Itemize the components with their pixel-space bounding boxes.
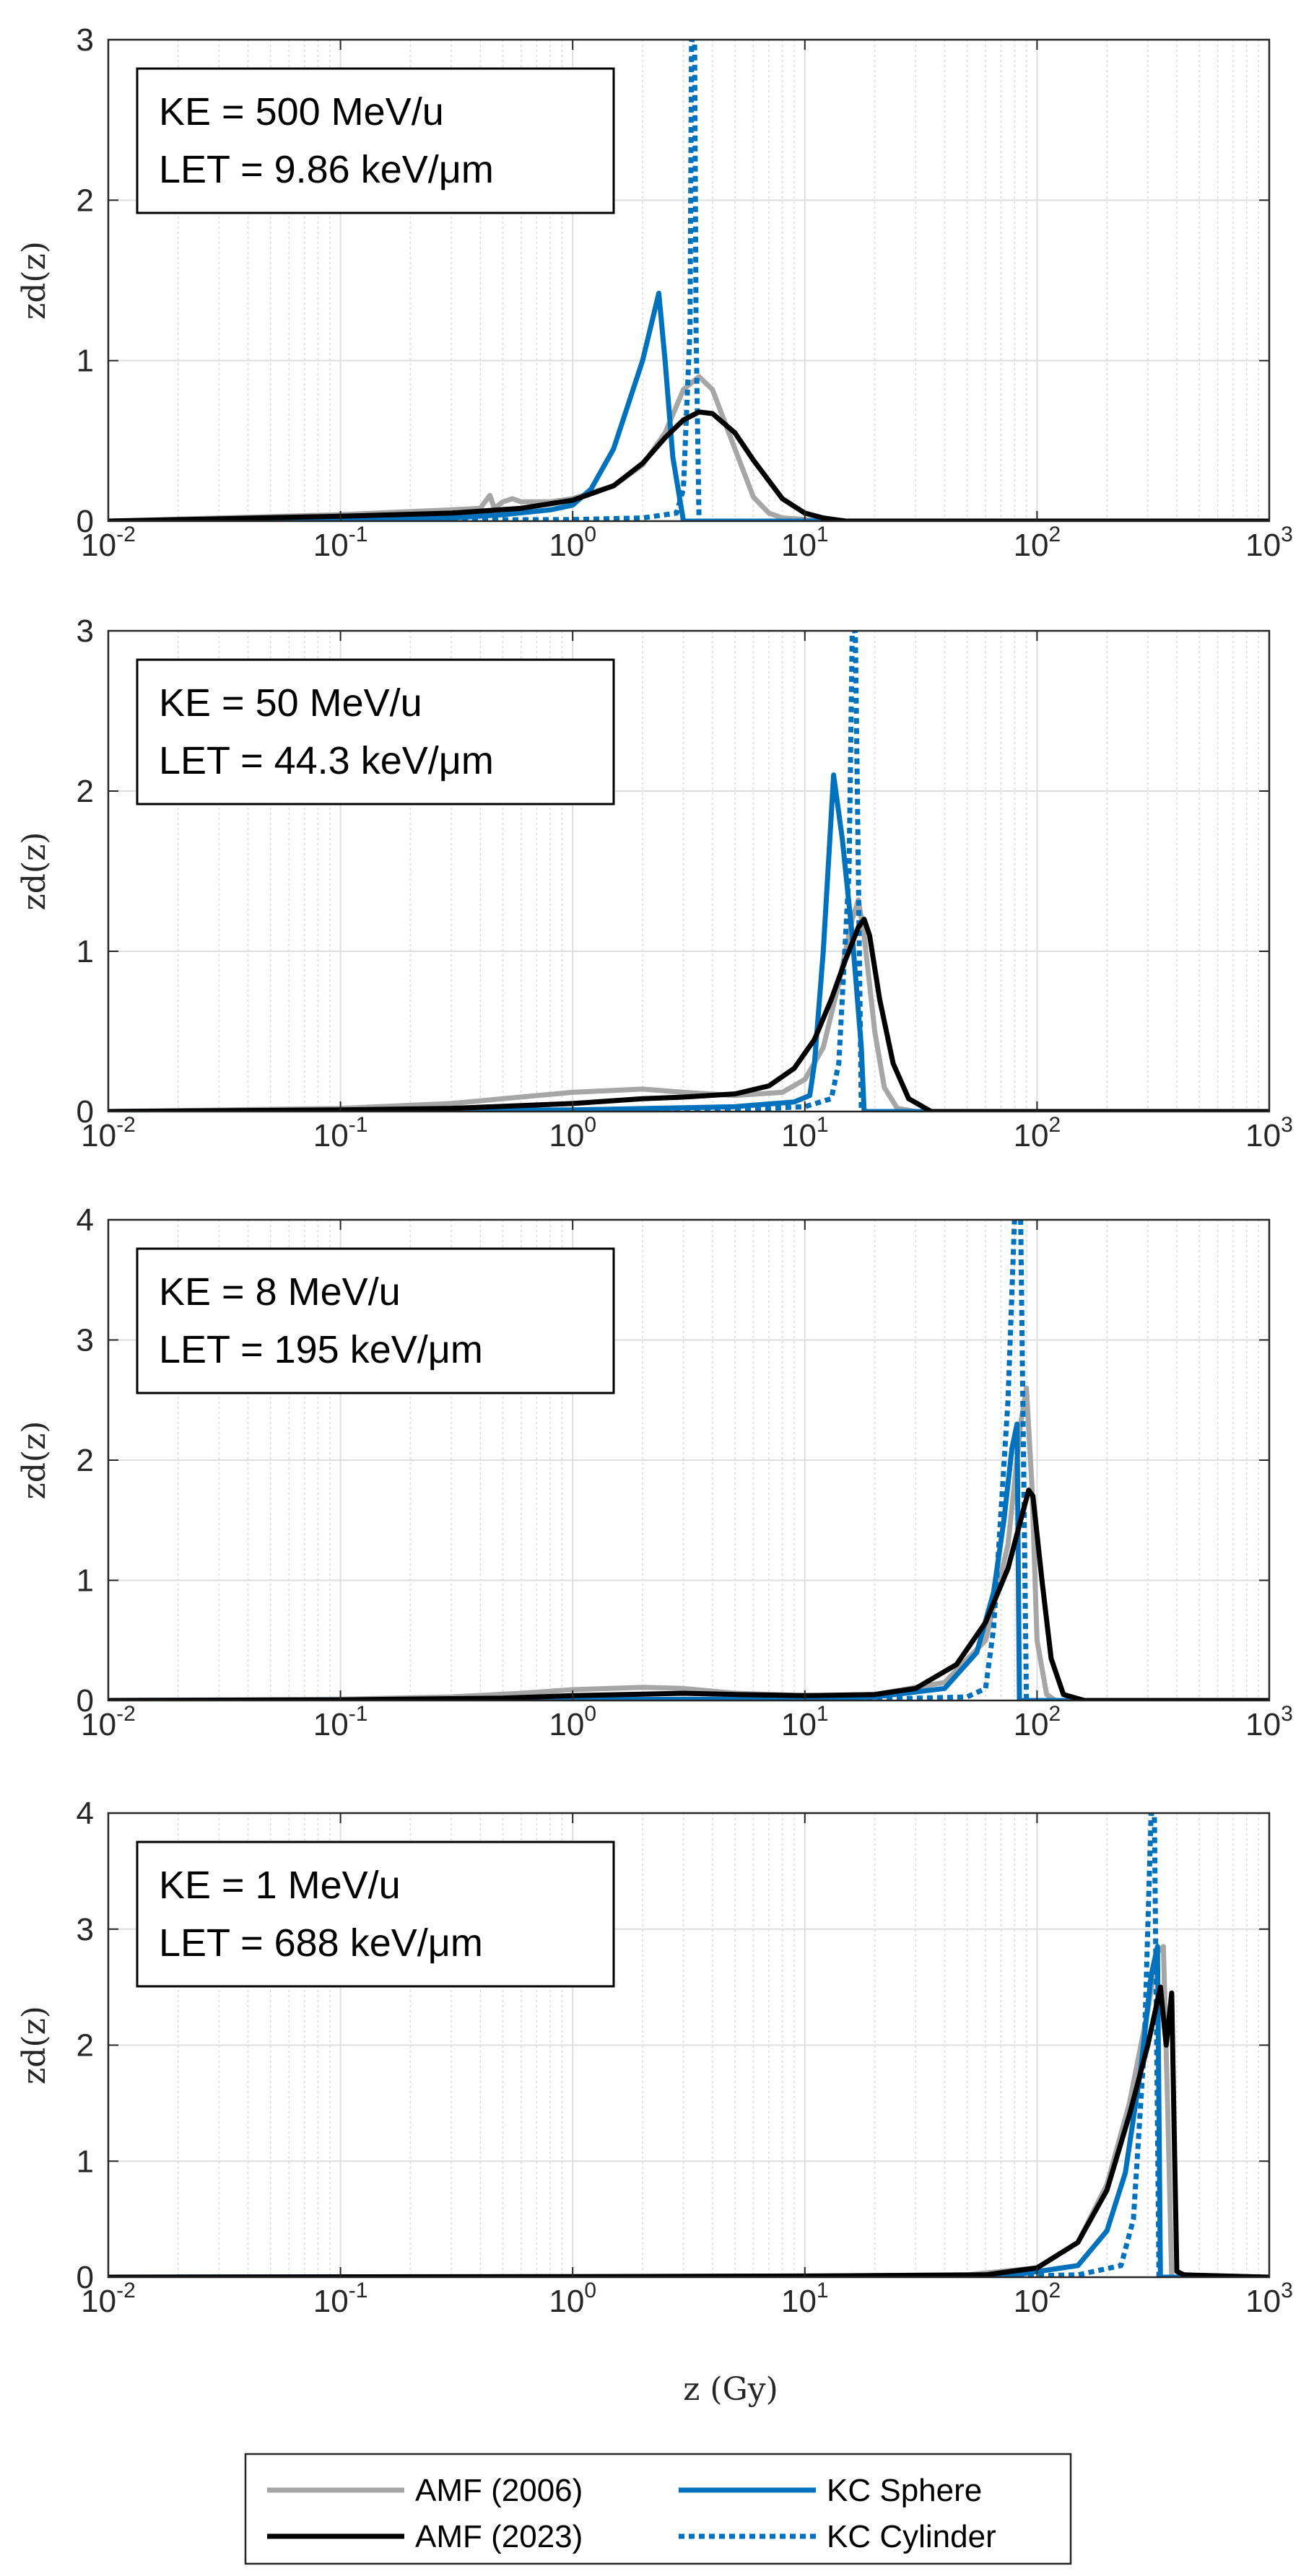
y-axis: 0 1 2 3 4 — [77, 1796, 1269, 2295]
panel-3: 10-2 10-1 100 101 102 103 0 1 2 3 4 zd(z) KE = 8 MeV… — [16, 1202, 1293, 1742]
x-axis: 10-2 10-1 100 101 102 103 — [81, 40, 1293, 563]
y-tick-label: 2 — [77, 774, 94, 809]
series-group — [108, 1813, 1269, 2277]
series-line-amf-2023 — [108, 1984, 1269, 2277]
series-line-amf-2023 — [108, 409, 1269, 521]
series-line-amf-2023 — [108, 917, 1269, 1112]
axes-box — [107, 629, 1271, 1113]
series-line-kc-cylinder — [108, 1220, 1269, 1700]
panel-4: 10-2 10-1 100 101 102 103 0 1 2 3 4 zd(z) KE = 1 MeV… — [16, 1796, 1293, 2319]
legend-label: KC Sphere — [827, 2473, 982, 2508]
y-axis: 0 1 2 3 — [77, 614, 1269, 1130]
x-tick-label: 100 — [549, 523, 596, 563]
annotation-box — [136, 1247, 615, 1394]
annotation: KE = 8 MeV/u LET = 195 keV/μm — [136, 1247, 615, 1394]
y-tick-label: 1 — [77, 934, 94, 969]
x-tick-label: 101 — [781, 1702, 829, 1742]
panel-2: 10-2 10-1 100 101 102 103 0 1 2 3 zd(z) KE = 50 MeV… — [16, 614, 1293, 1153]
legend-label: AMF (2023) — [415, 2519, 583, 2554]
y-tick-label: 2 — [77, 183, 94, 218]
y-axis-label: zd(z) — [16, 832, 53, 911]
y-tick-label: 1 — [77, 2144, 94, 2179]
y-tick-label: 1 — [77, 344, 94, 379]
series-group — [108, 40, 1269, 521]
x-axis-label: z (Gy) — [683, 2371, 778, 2408]
annotation-line: KE = 50 MeV/u — [159, 681, 422, 725]
y-axis: 0 1 2 3 4 — [77, 1202, 1269, 1719]
x-axis: 10-2 10-1 100 101 102 103 — [81, 1813, 1293, 2319]
annotation-line: LET = 9.86 keV/μm — [159, 148, 494, 191]
x-tick-label: 102 — [1014, 1113, 1061, 1153]
x-tick-label: 103 — [1245, 1113, 1293, 1153]
x-tick-label: 10-2 — [81, 2279, 136, 2319]
legend-box — [244, 2453, 1072, 2565]
y-tick-label: 1 — [77, 1563, 94, 1599]
annotation-line: KE = 1 MeV/u — [159, 1864, 401, 1907]
series-group — [108, 631, 1269, 1112]
annotation-line: KE = 500 MeV/u — [159, 90, 444, 134]
annotation-line: LET = 44.3 keV/μm — [159, 739, 494, 782]
y-tick-label: 0 — [77, 2260, 94, 2295]
y-tick-label: 0 — [77, 1094, 94, 1130]
y-tick-label: 2 — [77, 2028, 94, 2064]
legend: AMF (2006) KC Sphere AMF (2023) KC Cylinder — [244, 2453, 1072, 2565]
legend-label: KC Cylinder — [827, 2519, 996, 2554]
y-tick-label: 4 — [77, 1202, 94, 1238]
x-tick-label: 10-2 — [81, 1702, 136, 1742]
x-tick-label: 10-2 — [81, 523, 136, 563]
annotation-line: LET = 195 keV/μm — [159, 1328, 483, 1371]
annotation-line: KE = 8 MeV/u — [159, 1270, 401, 1314]
x-tick-label: 102 — [1014, 523, 1061, 563]
axes-box — [107, 38, 1271, 523]
x-tick-label: 102 — [1014, 2279, 1061, 2319]
x-tick-label: 100 — [549, 2279, 596, 2319]
legend-label: AMF (2006) — [415, 2473, 583, 2508]
x-axis: 10-2 10-1 100 101 102 103 — [81, 1220, 1293, 1742]
x-tick-label: 10-1 — [313, 1113, 368, 1153]
y-axis-label: zd(z) — [16, 1421, 53, 1500]
x-tick-label: 101 — [781, 2279, 829, 2319]
y-tick-label: 3 — [77, 614, 94, 649]
x-tick-label: 10-1 — [313, 523, 368, 563]
annotation-box — [136, 658, 615, 805]
annotation-line: LET = 688 keV/μm — [159, 1921, 483, 1965]
annotation-box — [136, 67, 615, 214]
x-tick-label: 100 — [549, 1702, 596, 1742]
y-axis-label: zd(z) — [16, 241, 53, 320]
x-tick-label: 101 — [781, 1113, 829, 1153]
series-line-amf-2006 — [108, 897, 916, 1112]
series-line-kc-sphere — [108, 772, 1269, 1112]
x-tick-label: 101 — [781, 523, 829, 563]
x-tick-label: 10-1 — [313, 2279, 368, 2319]
y-axis: 0 1 2 3 — [77, 22, 1269, 539]
annotation: KE = 500 MeV/u LET = 9.86 keV/μm — [136, 67, 615, 214]
series-line-amf-2023 — [108, 1488, 1269, 1700]
y-tick-label: 0 — [77, 504, 94, 539]
y-tick-label: 3 — [77, 1323, 94, 1358]
panel-1: 10-2 10-1 100 101 102 103 0 1 2 3 zd(z) KE = 500 Me… — [16, 22, 1293, 563]
annotation-box — [136, 1841, 615, 1988]
x-axis: 10-2 10-1 100 101 102 103 — [81, 631, 1293, 1153]
annotation: KE = 50 MeV/u LET = 44.3 keV/μm — [136, 658, 615, 805]
x-tick-label: 103 — [1245, 523, 1293, 563]
series-group — [108, 1220, 1269, 1700]
x-tick-label: 103 — [1245, 2279, 1293, 2319]
series-line-kc-cylinder — [108, 40, 1269, 521]
y-tick-label: 0 — [77, 1683, 94, 1719]
x-tick-label: 103 — [1245, 1702, 1293, 1742]
series-line-kc-cylinder — [108, 631, 1269, 1112]
y-tick-label: 3 — [77, 22, 94, 58]
annotation: KE = 1 MeV/u LET = 688 keV/μm — [136, 1841, 615, 1988]
y-tick-label: 2 — [77, 1443, 94, 1478]
x-tick-label: 100 — [549, 1113, 596, 1153]
y-axis-label: zd(z) — [16, 2006, 53, 2084]
x-tick-label: 102 — [1014, 1702, 1061, 1742]
x-tick-label: 10-2 — [81, 1113, 136, 1153]
y-tick-label: 3 — [77, 1912, 94, 1947]
x-tick-label: 10-1 — [313, 1702, 368, 1742]
series-line-kc-sphere — [108, 290, 1269, 521]
y-tick-label: 4 — [77, 1796, 94, 1831]
